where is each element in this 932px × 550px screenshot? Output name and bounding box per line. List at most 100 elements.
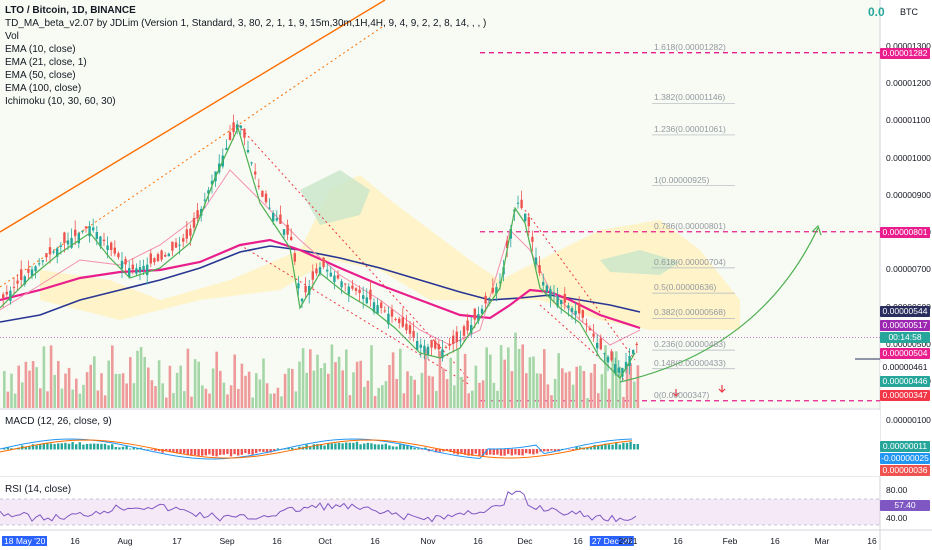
indicator-ichimoku[interactable]: Ichimoku (10, 30, 60, 30): [5, 96, 116, 107]
volume-bar: [453, 385, 456, 408]
macd-histogram-bar: [147, 448, 150, 450]
volume-bar: [460, 376, 463, 408]
rsi-title[interactable]: RSI (14, close): [5, 484, 72, 495]
candle-body: [268, 207, 271, 209]
candle-body: [632, 350, 635, 355]
volume-bar: [42, 346, 46, 408]
macd-histogram-bar: [546, 449, 549, 452]
macd-histogram-bar: [622, 442, 625, 450]
candle-body: [171, 241, 174, 251]
volume-bar: [179, 365, 182, 408]
rsi-band: [0, 499, 880, 525]
price-tag[interactable]: 0.00000801: [880, 226, 930, 238]
macd-histogram-bar: [226, 449, 229, 454]
candle-body: [387, 313, 390, 325]
rsi-axis-tick: 80.00: [886, 485, 908, 495]
macd-histogram-bar: [636, 443, 639, 450]
candle-body: [563, 293, 566, 303]
price-tag[interactable]: 0.00000347: [880, 390, 930, 401]
price-tag[interactable]: 0.00000504: [880, 348, 930, 359]
candle-body: [318, 267, 322, 274]
macd-tag[interactable]: -0.00000025: [880, 453, 930, 464]
macd-histogram-bar: [46, 442, 49, 450]
volume-bar: [607, 388, 611, 408]
macd-histogram-bar: [233, 449, 236, 455]
volume-bar: [424, 348, 427, 408]
macd-histogram-bar: [463, 449, 467, 455]
volume-bar: [550, 395, 553, 408]
candle-body: [570, 308, 574, 313]
rsi-tag[interactable]: 57.40: [880, 500, 930, 511]
volume-bar: [219, 370, 222, 408]
macd-histogram-bar: [607, 444, 611, 450]
candle-body: [167, 253, 170, 257]
candle-body: [236, 124, 239, 130]
volume-bar: [323, 363, 326, 408]
volume-bar: [633, 381, 636, 408]
volume-bar: [456, 349, 460, 408]
indicator-tdma[interactable]: TD_MA_beta_v2.07 by JDLim (Version 1, St…: [5, 18, 487, 29]
macd-histogram-bar: [67, 443, 71, 450]
macd-histogram-bar: [114, 447, 117, 450]
volume-bar: [125, 383, 128, 408]
macd-histogram-bar: [593, 444, 596, 450]
volume-bar: [467, 393, 470, 408]
macd-histogram-bar: [510, 449, 513, 456]
macd-histogram-bar: [406, 445, 409, 450]
price-tag[interactable]: 0.00000544: [880, 306, 930, 317]
candle-body: [545, 285, 548, 292]
volume-bar: [186, 348, 190, 408]
macd-title[interactable]: MACD (12, 26, close, 9): [5, 416, 112, 427]
time-axis-tick: 16: [867, 536, 877, 546]
volume-bar: [240, 363, 244, 408]
volume-bar: [226, 394, 229, 408]
volume-bar: [359, 360, 362, 408]
macd-histogram-bar: [499, 449, 503, 456]
indicator-ema100[interactable]: EMA (100, close): [5, 83, 82, 94]
trendline-up: [0, 0, 386, 233]
candle-body: [380, 302, 383, 308]
volume-bar: [89, 364, 92, 408]
macd-histogram-bar: [604, 443, 607, 450]
currency-label[interactable]: BTC: [900, 7, 918, 17]
candle-body: [30, 269, 34, 276]
candle-body: [164, 254, 167, 257]
macd-histogram-bar: [85, 443, 89, 450]
candle-body: [498, 281, 502, 283]
price-tag[interactable]: 0.00001282: [880, 47, 930, 59]
volume-bar: [381, 385, 384, 408]
volume-bar: [615, 351, 618, 408]
volume-bar: [363, 386, 366, 408]
macd-histogram-bar: [456, 449, 459, 455]
candle-body: [88, 226, 91, 237]
indicator-vol[interactable]: Vol: [5, 31, 19, 42]
volume-bar: [222, 382, 226, 408]
macd-histogram-bar: [633, 443, 636, 450]
macd-tag[interactable]: 0.00000036: [880, 465, 930, 476]
volume-bar: [280, 396, 283, 408]
symbol-title[interactable]: LTO / Bitcoin, 1D, BINANCE: [5, 5, 136, 16]
candle-body: [480, 308, 484, 314]
indicator-ema21[interactable]: EMA (21, close, 1): [5, 57, 87, 68]
time-axis-tick: Oct: [318, 536, 332, 546]
volume-bar: [388, 365, 391, 408]
indicator-ema50[interactable]: EMA (50, close): [5, 70, 76, 81]
volume-bar: [93, 356, 96, 408]
price-tag[interactable]: 0.00000446: [880, 376, 930, 387]
volume-bar: [471, 390, 474, 408]
candle-body: [27, 268, 30, 273]
indicator-ema10[interactable]: EMA (10, close): [5, 44, 76, 55]
price-tag[interactable]: 00:14:58: [880, 332, 930, 343]
price-tag[interactable]: 0.00000461: [880, 362, 930, 373]
price-tag[interactable]: 0.00000517: [880, 320, 930, 331]
macd-histogram-bar: [28, 445, 31, 450]
legend-rsi: RSI (14, close): [5, 483, 71, 496]
volume-bar: [233, 354, 236, 408]
macd-tag[interactable]: 0.00000011: [880, 441, 930, 452]
fib-label: 0.382(0.00000568): [654, 307, 726, 318]
macd-histogram-bar: [157, 449, 161, 452]
volume-bar: [64, 373, 67, 408]
candle-body: [99, 236, 102, 247]
